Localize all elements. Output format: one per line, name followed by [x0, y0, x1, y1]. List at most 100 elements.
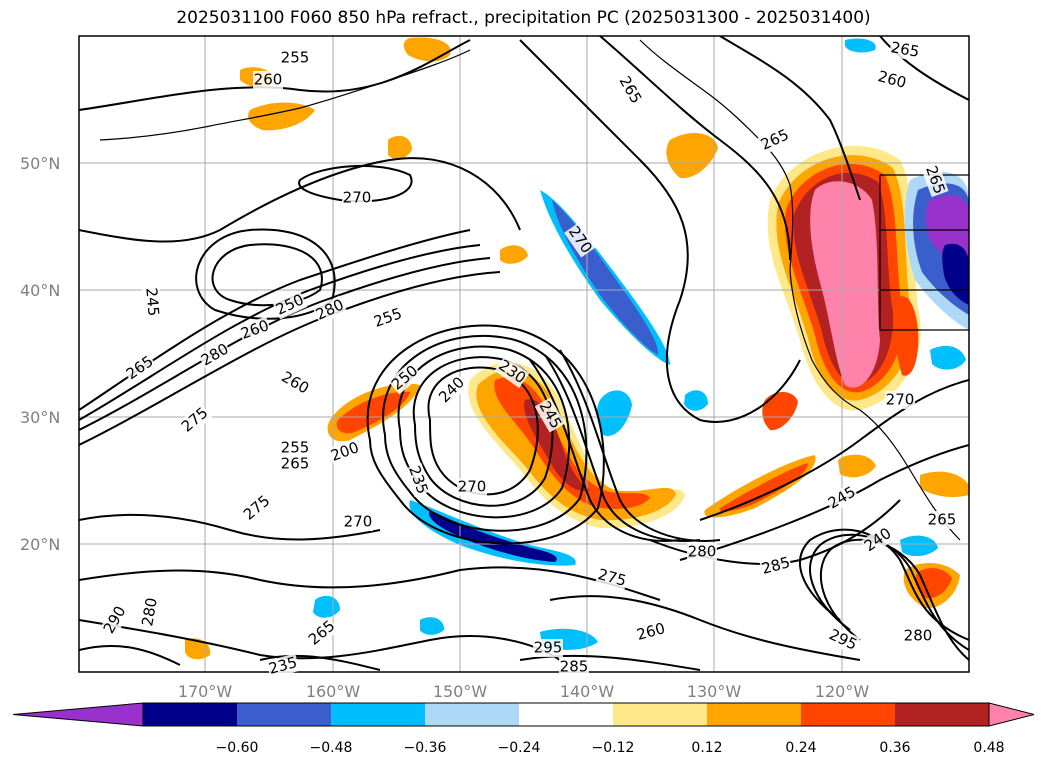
- contour-label: 295: [534, 639, 563, 657]
- precip-area-cyclone-darkred: [524, 399, 590, 491]
- contour-label-bg: [197, 339, 233, 371]
- lat-tick-40n: 40°N: [20, 281, 60, 300]
- contour-label-bg: [239, 491, 275, 525]
- contour-label-bg: [824, 482, 860, 514]
- contour-label-bg: [435, 373, 469, 407]
- precip-patch-3: [666, 133, 718, 179]
- contour-label-bg: [280, 455, 310, 473]
- contour-label-bg: [343, 513, 373, 531]
- lat-tick-30n: 30°N: [20, 408, 60, 427]
- precip-area-westcoast-strip: [892, 296, 919, 376]
- colorbar-bin: [237, 703, 331, 726]
- contour-label-bg: [533, 639, 563, 657]
- contour-label-bg: [494, 356, 530, 388]
- lon-tick-130w: 130°W: [687, 682, 742, 701]
- colorbar-tick-label: 0.36: [879, 740, 910, 756]
- contour-label-bg: [885, 391, 915, 409]
- colorbar-bin: [425, 703, 519, 726]
- contour-label-bg: [634, 619, 668, 645]
- lon-tick-170w: 170°W: [178, 682, 233, 701]
- lon-tick-140w: 140°W: [560, 682, 615, 701]
- precip-patch-2-red: [719, 463, 808, 512]
- contour-label: 270: [343, 189, 372, 207]
- contour-label-bg: [757, 125, 793, 155]
- colorbar-tick-label: −0.24: [498, 740, 541, 756]
- contour-label-bg: [759, 553, 793, 579]
- contour-label-bg: [253, 71, 283, 89]
- precip-patch-4: [762, 391, 798, 431]
- contour-label-bg: [122, 352, 158, 384]
- contour-label-bg: [595, 565, 629, 591]
- negative-area-subtropical-dark: [429, 510, 557, 562]
- contour-label-bg: [138, 595, 162, 629]
- contour-label-bg: [825, 625, 861, 655]
- contour-label-bg: [342, 189, 372, 207]
- colorbar-tick-label: 0.12: [691, 740, 722, 756]
- contour-label-bg: [237, 316, 273, 344]
- negative-patch-6: [845, 38, 876, 53]
- negative-patch-5: [684, 390, 708, 411]
- colorbar-tick-label: 0.48: [973, 740, 1004, 756]
- contour-label-bg: [614, 72, 646, 108]
- map-frame: [78, 35, 970, 673]
- precip-patch-6: [403, 37, 451, 62]
- precip-area-westcoast-pink: [810, 181, 880, 388]
- contour-label-bg: [327, 438, 363, 466]
- contour-label: 255: [281, 49, 310, 67]
- precip-patch-9: [388, 135, 412, 160]
- contour-label-bg: [860, 524, 896, 556]
- colorbar-tick-label: −0.36: [404, 740, 447, 756]
- colorbar-extend-max: [988, 702, 1035, 727]
- contour-label: 270: [886, 391, 915, 409]
- precip-patch-7: [248, 102, 315, 131]
- precip-patch-5-red: [915, 568, 952, 599]
- contour-label: 280: [904, 627, 933, 645]
- precip-patch-11: [838, 454, 876, 478]
- contour-label: 265: [889, 38, 920, 61]
- contour-label-bg: [99, 602, 131, 638]
- negative-patch-8: [930, 345, 966, 370]
- negative-patch-4: [900, 535, 938, 557]
- contour-label-bg: [141, 286, 163, 318]
- colorbar-bin: [895, 703, 989, 726]
- lon-tick-120w: 120°W: [815, 682, 870, 701]
- precip-patch-10: [500, 245, 528, 264]
- colorbar: −0.60 −0.48 −0.36 −0.24 −0.12 0.12 0.24 0.36 0.4…: [12, 702, 1035, 756]
- colorbar-tick-label: 0.24: [785, 740, 816, 756]
- contour-label-bg: [304, 616, 340, 650]
- colorbar-bin: [707, 703, 801, 726]
- contour-label-bg: [564, 222, 596, 258]
- contour-label: 265: [281, 455, 310, 473]
- contour-label: 265: [928, 511, 957, 529]
- colorbar-bin: [331, 703, 425, 726]
- contour-label-bg: [921, 162, 949, 198]
- lon-tick-160w: 160°W: [306, 682, 361, 701]
- contour-label-bg: [312, 295, 348, 325]
- precip-patch-12: [920, 471, 969, 498]
- contour-label: 285: [560, 658, 589, 676]
- contour-label: 270: [344, 513, 373, 531]
- lat-tick-20n: 20°N: [20, 535, 60, 554]
- contour-label-bg: [177, 403, 213, 437]
- colorbar-tick-label: −0.60: [216, 740, 259, 756]
- chart-title: 2025031100 F060 850 hPa refract., precip…: [176, 8, 871, 28]
- contour-label-bg: [404, 462, 432, 498]
- refractivity-contours: [79, 36, 969, 671]
- contour-label: 245: [142, 287, 162, 317]
- contour-label-bg: [927, 511, 957, 529]
- contour-label: 280: [138, 596, 161, 627]
- colorbar-tick-label: −0.12: [592, 740, 635, 756]
- contour-label: 260: [254, 71, 283, 89]
- negative-patch-1: [596, 390, 632, 436]
- colorbar-tick-label: −0.48: [310, 740, 353, 756]
- colorbar-bin: [801, 703, 895, 726]
- precip-patch-1-red: [336, 391, 410, 434]
- colorbar-outline: [142, 702, 990, 727]
- contour-label-bg: [272, 290, 308, 320]
- contour-label-bg: [687, 543, 717, 561]
- contour-label: 255: [281, 439, 310, 457]
- contour-label: 280: [688, 543, 717, 561]
- contour-label-bg: [280, 49, 310, 67]
- negative-patch-7: [420, 617, 445, 635]
